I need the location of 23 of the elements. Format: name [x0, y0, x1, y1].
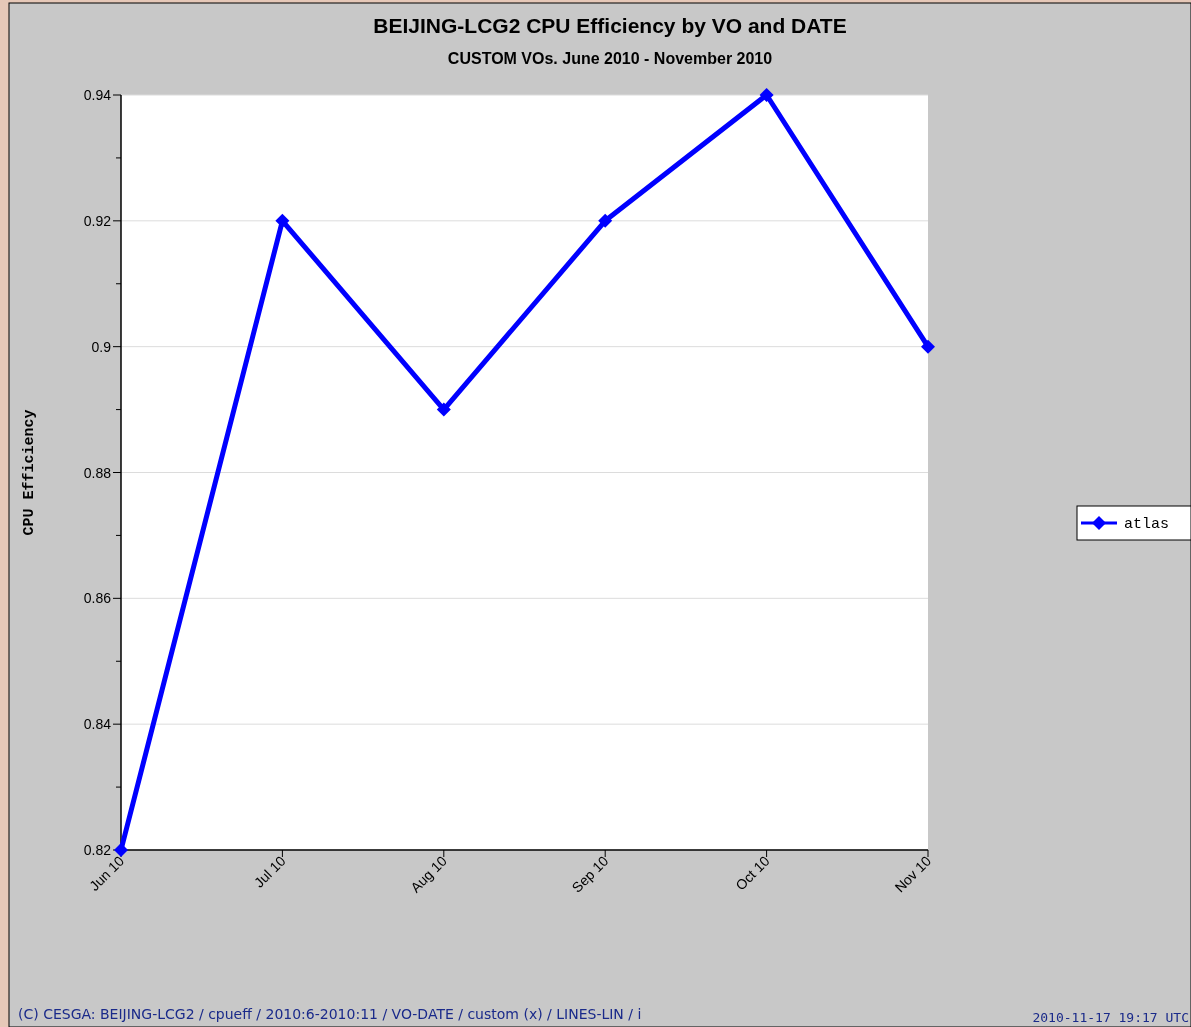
y-tick-label: 0.92 — [83, 212, 112, 229]
x-tick-label: Nov 10 — [891, 852, 935, 896]
y-tick-label: 0.82 — [83, 842, 112, 858]
text: (C) CESGA: BEIJING-LCG2 / cpueff / 2010:6-2010:11 / VO-DATE / custom (x) / LINES-LIN / i — [18, 1006, 642, 1022]
y-tick-label: 0.86 — [83, 590, 112, 607]
point — [598, 213, 613, 228]
chart-title: BEIJING-LCG2 CPU Efficiency by VO and DATE — [373, 14, 847, 37]
point — [275, 213, 290, 228]
x-tick-label: Oct 10 — [732, 852, 773, 894]
point — [921, 339, 935, 354]
y-tick-label: 0.9 — [91, 338, 112, 355]
x-tick-label: Sep 10 — [568, 852, 612, 896]
point — [436, 402, 451, 417]
point — [759, 88, 774, 102]
y-axis-title: CPU Efficiency — [21, 409, 38, 536]
text: 2010-11-17 19:17 UTC — [1032, 1010, 1189, 1025]
x-tick-label: Aug 10 — [407, 852, 451, 896]
chart-subtitle: CUSTOM VOs. June 2010 - November 2010 — [447, 50, 773, 67]
y-tick-label: 0.84 — [83, 716, 112, 733]
legend-label: atlas — [1124, 516, 1170, 533]
y-tick-label: 0.88 — [83, 464, 112, 481]
y-tick-label: 0.94 — [83, 87, 112, 103]
x-tick-label: Jul 10 — [250, 852, 289, 891]
